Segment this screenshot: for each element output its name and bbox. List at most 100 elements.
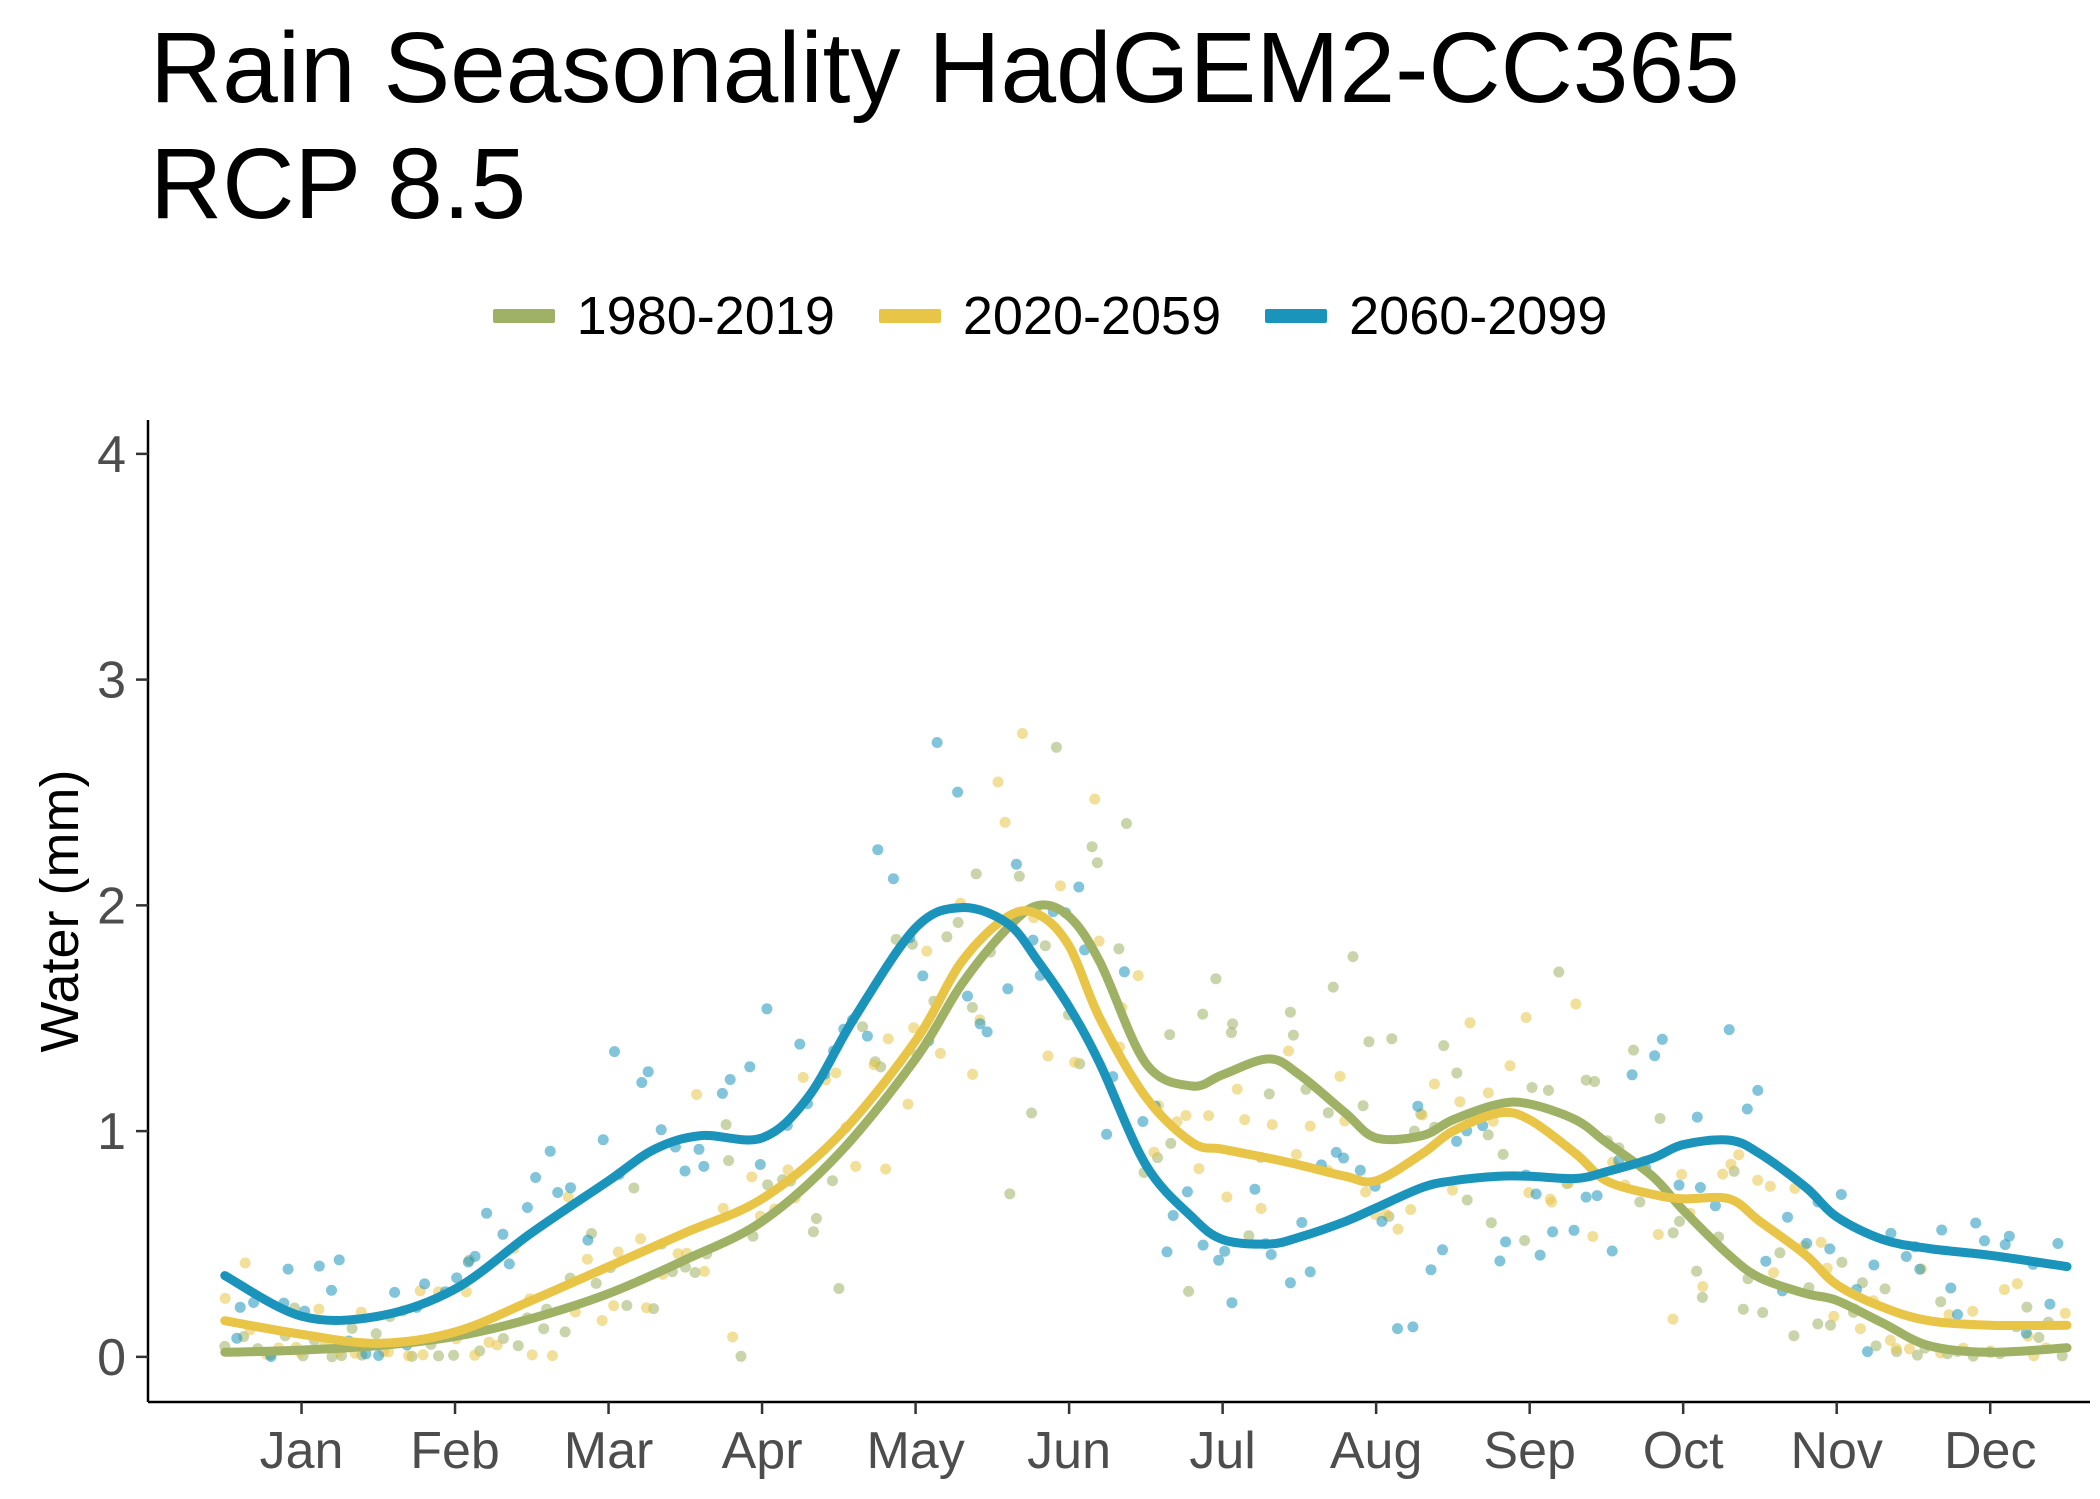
scatter-point [880,1163,892,1175]
scatter-point [1868,1259,1880,1271]
scatter-point [231,1332,243,1344]
legend-label: 2020-2059 [962,286,1222,346]
scatter-point [1265,1249,1277,1260]
scatter-point [1013,870,1025,882]
scatter-point [1654,1113,1666,1124]
scatter-point [1543,1084,1554,1096]
scatter-point [1132,970,1144,982]
scatter-point [1606,1245,1618,1257]
scatter-point [689,1267,701,1278]
scatter-point [1854,1323,1866,1335]
scatter-point [448,1349,460,1361]
scatter-point [1405,1204,1417,1215]
scatter-point [1360,1186,1372,1198]
scatter-point [1952,1309,1963,1320]
scatter-point [1284,1006,1296,1018]
legend-swatch-1980-2019 [492,309,555,323]
scatter-point [2056,1350,2068,1362]
scatter-point [1239,1114,1251,1126]
scatter-point [1676,1169,1688,1180]
scatter-point [882,1033,894,1045]
scatter-point [1884,1334,1896,1346]
scatter-point [1386,1033,1398,1045]
scatter-point [1137,1116,1149,1127]
scatter-point [1148,1146,1160,1158]
scatter-point [1836,1256,1848,1268]
scatter-point [693,1143,705,1155]
x-tick-label-may: May [866,1422,964,1480]
scatter-point [491,1339,503,1351]
scatter-point [1497,1148,1509,1160]
scatter-point [1219,1245,1231,1257]
scatter-point [2020,1327,2032,1339]
scatter-point [1210,973,1222,985]
scatter-point [1825,1319,1836,1331]
scatter-point [636,1077,648,1088]
scatter-point [1835,1189,1847,1200]
scatter-point [1482,1129,1494,1141]
scatter-point [1530,1188,1542,1200]
scatter-point [999,816,1011,828]
scatter-point [608,1300,620,1312]
scatter-point [1221,1191,1233,1203]
scatter-point [1774,1247,1786,1259]
legend-label: 1980-2019 [576,286,835,346]
scatter-point [717,1202,729,1214]
scatter-point [698,1265,710,1277]
scatter-point [1164,1029,1176,1041]
scatter-point [1534,1249,1546,1261]
scatter-point [655,1124,667,1136]
scatter-point [389,1286,401,1298]
scatter-point [1416,1109,1428,1121]
scatter-point [1482,1087,1494,1099]
scatter-point [1494,1255,1506,1267]
y-tick-label: 3 [97,652,126,710]
scatter-point [1010,858,1022,870]
scatter-point [559,1326,571,1338]
scatter-point [967,1068,979,1080]
scatter-point [562,1191,574,1203]
scatter-point [1998,1284,2010,1295]
scatter-point [1520,1012,1532,1023]
scatter-point [1725,1158,1737,1170]
scatter-point [1165,1137,1177,1149]
scatter-point [333,1254,345,1266]
scatter-point [1504,1060,1516,1072]
scatter-point [1589,1076,1601,1087]
scatter-point [861,1030,873,1042]
scatter-point [1091,857,1103,869]
scatter-point [1587,1231,1599,1242]
scatter-point [1026,1107,1038,1119]
scatter-point [544,1145,556,1157]
scatter-point [1697,1281,1709,1292]
scatter-point [1304,1120,1316,1132]
scatter-point [827,1175,838,1187]
x-tick-label-dec: Dec [1944,1422,2036,1480]
scatter-point [1454,1096,1466,1108]
scatter-point [1879,1283,1891,1295]
scatter-point [1461,1194,1473,1206]
scatter-point [1485,1217,1497,1229]
scatter-point [872,844,884,856]
scatter-point [1363,1036,1375,1048]
scatter-point [917,970,929,982]
scatter-point [735,1350,747,1362]
scatter-point [1696,1291,1708,1303]
scatter-point [1667,1227,1679,1239]
scatter-point [1547,1226,1559,1238]
scatter-point [1283,1045,1294,1057]
x-tick-label-jan: Jan [260,1422,344,1480]
scatter-point [1451,1135,1463,1147]
scatter-point [1801,1237,1813,1249]
scatter-point [1546,1196,1558,1208]
scatter-point [1437,1244,1448,1256]
scatter-point [313,1303,325,1315]
scatter-point [1392,1223,1404,1235]
scatter-point [1757,1307,1769,1318]
scatter-point [1338,1152,1349,1164]
scatter-point [691,1089,703,1100]
scatter-point [952,786,964,798]
scatter-point [1862,1346,1873,1358]
scatter-point [1002,983,1014,995]
